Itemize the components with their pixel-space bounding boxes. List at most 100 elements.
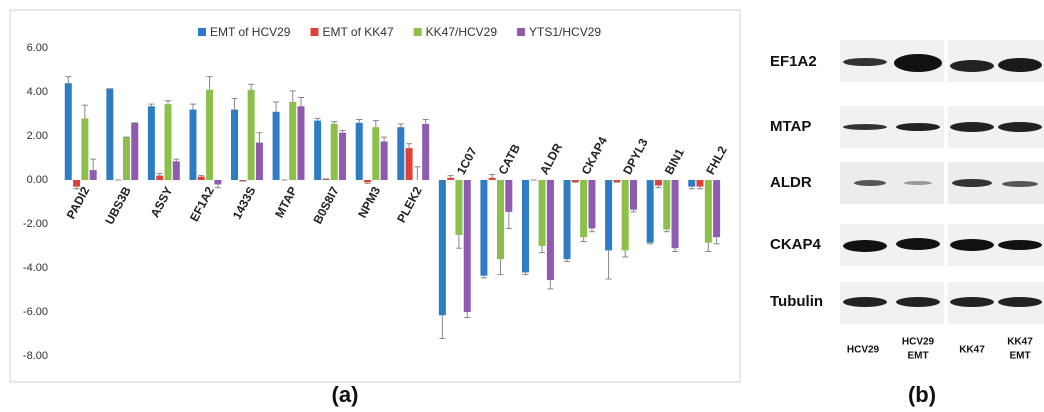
legend-swatch [517, 28, 525, 36]
band [896, 297, 940, 307]
bar [539, 180, 546, 246]
bar [705, 180, 712, 243]
legend-label: YTS1/HCV29 [529, 25, 601, 39]
bar [663, 180, 670, 230]
lane-label: KK47 [1007, 337, 1033, 348]
bar [464, 180, 471, 312]
bar [297, 106, 304, 180]
legend-label: KK47/HCV29 [426, 25, 498, 39]
bar [273, 112, 280, 180]
band [843, 58, 887, 66]
bar [289, 102, 296, 180]
bar [106, 89, 113, 180]
bar [165, 104, 172, 180]
bar [331, 124, 338, 180]
band [1002, 181, 1038, 187]
band [854, 180, 886, 186]
lane-label: HCV29 [902, 337, 935, 348]
bar [156, 176, 163, 180]
band [843, 240, 887, 252]
y-tick-label: 4.00 [27, 86, 48, 98]
band [904, 181, 932, 185]
panel-label: (a) [332, 382, 359, 407]
bar [505, 180, 512, 212]
bar [647, 180, 654, 243]
bar [489, 178, 496, 180]
bar [588, 180, 595, 228]
bar [422, 124, 429, 180]
bar [131, 123, 138, 180]
bar [439, 180, 446, 315]
bar [173, 161, 180, 180]
bar [189, 110, 196, 180]
blot-images [840, 40, 1044, 324]
band [896, 123, 940, 131]
bar [231, 110, 238, 180]
row-label: EF1A2 [770, 53, 817, 70]
band [843, 297, 887, 307]
bar [198, 177, 205, 180]
band [998, 58, 1042, 72]
bar [406, 148, 413, 180]
panel-label: (b) [908, 382, 936, 407]
bar [580, 180, 587, 237]
bar [497, 180, 504, 259]
bar [605, 180, 612, 250]
bar [364, 180, 371, 182]
y-tick-label: 6.00 [27, 42, 48, 54]
bar [372, 127, 379, 180]
bar [713, 180, 720, 237]
bar [214, 180, 221, 184]
bar [688, 180, 695, 187]
bar [455, 180, 462, 235]
band [950, 239, 994, 251]
row-label: Tubulin [770, 293, 823, 310]
bar [655, 180, 662, 186]
band [950, 60, 994, 72]
band [998, 122, 1042, 132]
band [998, 240, 1042, 250]
y-tick-label: 0.00 [27, 174, 48, 186]
bar [314, 121, 321, 180]
bar [397, 127, 404, 180]
lane-label: HCV29 [847, 345, 880, 356]
band [894, 54, 942, 72]
legend-label: EMT of HCV29 [210, 25, 291, 39]
legend-swatch [414, 28, 422, 36]
bar [480, 180, 487, 276]
row-label: MTAP [770, 118, 811, 135]
bar [381, 142, 388, 181]
row-label: CKAP4 [770, 236, 822, 253]
legend-label: EMT of KK47 [322, 25, 393, 39]
y-tick-label: -4.00 [23, 262, 48, 274]
bar [447, 178, 454, 180]
lane-label: KK47 [959, 345, 985, 356]
bar [339, 133, 346, 180]
y-tick-label: -2.00 [23, 218, 48, 230]
row-label: ALDR [770, 174, 812, 191]
legend-swatch [310, 28, 318, 36]
lane-label: EMT [1009, 351, 1030, 362]
band [950, 297, 994, 307]
figure: (a) (b) -8.00 -6.00 -4.00 -2.00 0.00 2.00 4.00… [0, 0, 1044, 412]
bar [697, 180, 704, 187]
bar [564, 180, 571, 259]
band [843, 124, 887, 130]
bar [522, 180, 529, 272]
bar [547, 180, 554, 280]
bar [256, 143, 263, 180]
bar [81, 118, 88, 180]
bar [65, 83, 72, 180]
legend-swatch [198, 28, 206, 36]
y-tick-label: -6.00 [23, 306, 48, 318]
band [952, 179, 992, 187]
bar [622, 180, 629, 250]
bar [630, 180, 637, 210]
bar [206, 90, 213, 180]
bar [123, 137, 130, 180]
y-tick-label: 2.00 [27, 130, 48, 142]
band [896, 238, 940, 250]
bar [248, 90, 255, 180]
lane-label: EMT [907, 351, 928, 362]
y-tick-label: -8.00 [23, 350, 48, 362]
